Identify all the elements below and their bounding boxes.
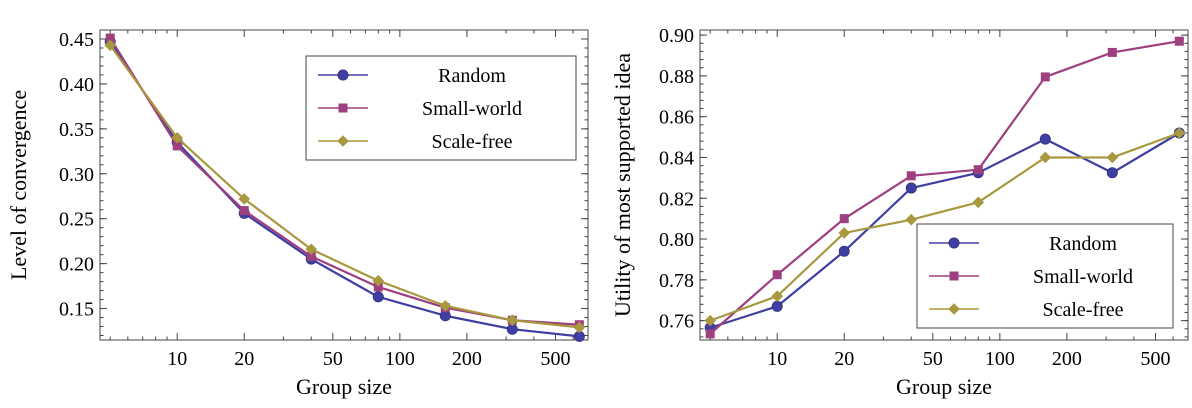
series-scale-free	[104, 39, 586, 334]
x-tick-label: 100	[985, 348, 1015, 370]
y-tick-label: 0.45	[59, 29, 94, 51]
data-point	[1106, 151, 1119, 164]
data-point	[172, 141, 182, 151]
y-tick-label: 0.82	[659, 188, 694, 210]
x-tick-label: 10	[767, 348, 787, 370]
legend-marker	[337, 135, 349, 147]
series-line	[709, 131, 1180, 322]
data-point	[573, 321, 586, 334]
x-tick-label: 500	[1140, 348, 1170, 370]
data-point	[973, 165, 983, 175]
data-point	[104, 39, 116, 52]
x-tick-label: 50	[323, 348, 343, 370]
plot-frame	[699, 29, 1189, 341]
data-point	[105, 33, 115, 43]
x-tick-label: 50	[923, 348, 943, 370]
x-tick-label: 200	[452, 348, 482, 370]
data-point	[1174, 36, 1184, 46]
y-tick-label: 0.35	[59, 119, 94, 141]
series-small-world	[705, 36, 1184, 339]
x-axis-label: Group size	[896, 374, 992, 399]
data-point	[306, 251, 316, 261]
data-point	[1039, 133, 1051, 145]
series-line	[709, 40, 1180, 335]
y-axis-label: Level of convergence	[6, 90, 31, 280]
data-point	[171, 132, 184, 144]
legend-label: Scale-free	[431, 131, 512, 153]
data-point	[1107, 47, 1117, 57]
legend-label: Scale-free	[1042, 299, 1123, 321]
x-tick-label: 10	[167, 348, 187, 370]
data-point	[771, 300, 783, 312]
data-point	[1039, 151, 1052, 164]
data-point	[906, 171, 916, 181]
x-tick-label: 20	[234, 348, 254, 370]
legend-label: Small-world	[422, 98, 522, 120]
data-point	[838, 227, 851, 239]
legend: Random Small-world Scale-free	[305, 55, 577, 161]
data-point	[372, 291, 384, 303]
plot-frame	[99, 29, 589, 341]
series-line	[709, 132, 1180, 329]
data-point	[1106, 167, 1118, 179]
data-point	[239, 206, 249, 216]
data-point	[972, 196, 985, 209]
data-point	[506, 314, 519, 327]
y-tick-label: 0.90	[659, 25, 694, 47]
data-point	[238, 193, 251, 205]
legend-label: Random	[1049, 233, 1117, 255]
series-line	[109, 44, 580, 329]
data-point	[372, 274, 385, 287]
chart-2: 0.76 0.78 0.80 0.82 0.84 0.86 0.88 0.90 10 20 50 10…	[610, 25, 1189, 399]
legend-marker	[338, 103, 348, 113]
y-tick-label: 0.86	[659, 107, 694, 129]
y-tick-label: 0.80	[659, 229, 694, 251]
data-point	[905, 213, 918, 226]
y-tick-label: 0.40	[59, 74, 94, 96]
data-point	[1173, 127, 1186, 139]
y-tick-label: 0.76	[659, 311, 694, 333]
data-point	[771, 290, 784, 302]
x-tick-label: 20	[834, 348, 854, 370]
data-point	[839, 214, 849, 224]
legend-marker	[948, 237, 960, 249]
y-axis-label: Utility of most supported idea	[610, 53, 635, 317]
data-point	[1040, 72, 1050, 82]
y-tick-label: 0.20	[59, 254, 94, 276]
data-point	[772, 270, 782, 280]
y-tick-label: 0.15	[59, 299, 94, 321]
series-scale-free	[704, 127, 1186, 327]
y-tick-label: 0.78	[659, 270, 694, 292]
x-tick-label: 100	[385, 348, 415, 370]
data-point	[905, 182, 917, 194]
x-tick-label: 200	[1052, 348, 1082, 370]
data-point	[704, 314, 716, 327]
y-tick-label: 0.25	[59, 209, 94, 231]
legend-marker	[948, 303, 960, 315]
legend-label: Small-world	[1033, 266, 1133, 288]
legend-marker	[337, 69, 349, 81]
legend: Random Small-world Scale-free	[916, 223, 1174, 329]
y-tick-label: 0.84	[659, 147, 694, 169]
data-point	[838, 245, 850, 257]
x-axis-label: Group size	[296, 374, 392, 399]
data-point	[305, 243, 318, 256]
legend-marker	[949, 271, 959, 281]
data-point	[439, 300, 452, 312]
chart-1: 0.15 0.20 0.25 0.30 0.35 0.40 0.45 10 20 50 100 200…	[6, 29, 589, 399]
y-tick-label: 0.30	[59, 164, 94, 186]
data-point	[373, 282, 383, 292]
legend-label: Random	[438, 65, 506, 87]
x-tick-label: 500	[540, 348, 570, 370]
data-point	[705, 329, 715, 339]
series-line	[109, 41, 580, 338]
y-tick-label: 0.88	[659, 66, 694, 88]
